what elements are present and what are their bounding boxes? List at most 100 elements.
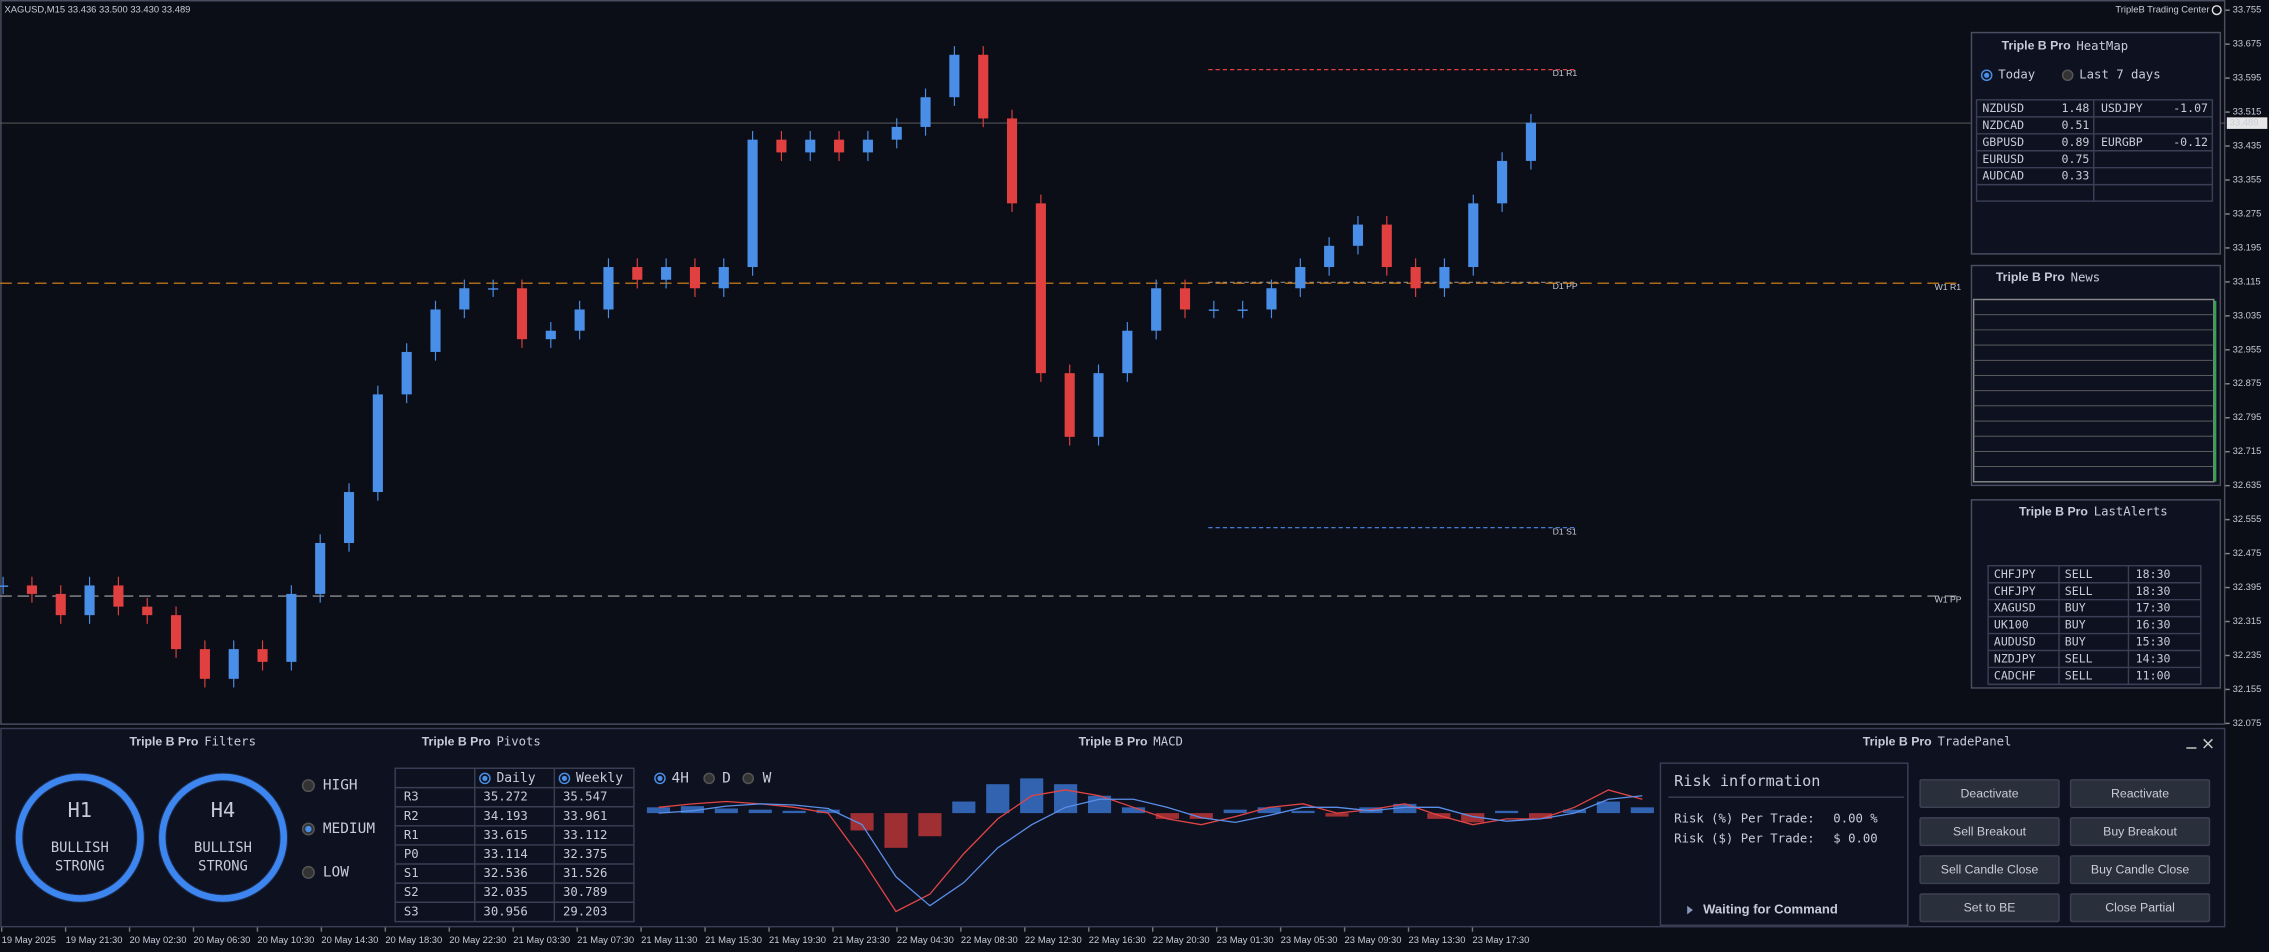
radio-dot bbox=[1984, 72, 1990, 78]
gauge-strength: STRONG bbox=[198, 859, 248, 875]
candle bbox=[1006, 118, 1018, 204]
x-tick-label: 19 May 21:30 bbox=[66, 934, 123, 945]
y-tick-label: 32.555 bbox=[2233, 513, 2262, 524]
candle bbox=[315, 542, 326, 594]
x-tick-label: 20 May 02:30 bbox=[130, 934, 187, 945]
candle bbox=[1151, 288, 1162, 331]
x-tick-label: 22 May 08:30 bbox=[961, 934, 1018, 945]
macd-histogram bbox=[1596, 801, 1620, 814]
button[interactable] bbox=[2069, 817, 2211, 847]
pivot-value: 32.375 bbox=[563, 847, 607, 861]
pivot-value: 35.272 bbox=[483, 790, 527, 804]
candle bbox=[1381, 224, 1392, 268]
candle bbox=[1093, 373, 1104, 437]
radio[interactable] bbox=[479, 772, 491, 785]
gauge bbox=[15, 773, 144, 902]
x-tick-label: 22 May 04:30 bbox=[897, 934, 954, 945]
x-tick-label: 23 May 17:30 bbox=[1472, 934, 1529, 945]
macd-histogram bbox=[748, 809, 772, 814]
radio[interactable] bbox=[301, 779, 315, 793]
gauge bbox=[158, 773, 288, 902]
candle bbox=[834, 139, 845, 153]
radio[interactable] bbox=[1980, 69, 1993, 82]
heatmap-brand: Triple B Pro bbox=[2002, 39, 2071, 53]
x-tick-label: 21 May 19:30 bbox=[769, 934, 826, 945]
risk-title: Risk information bbox=[1674, 772, 1820, 790]
y-tick-label: 33.115 bbox=[2233, 275, 2261, 286]
radio[interactable] bbox=[654, 772, 666, 785]
pivot-name: S1 bbox=[404, 866, 419, 880]
macd-histogram bbox=[986, 784, 1010, 814]
macd-timeframe: D bbox=[722, 770, 731, 786]
x-tick-label: 20 May 14:30 bbox=[321, 934, 378, 945]
news-brand: Triple B Pro bbox=[1996, 270, 2065, 284]
y-tick-label: 32.315 bbox=[2233, 615, 2262, 626]
candle bbox=[805, 139, 816, 153]
button-label: Sell Candle Close bbox=[1941, 863, 2039, 877]
radio-dot bbox=[305, 825, 312, 833]
symbol-info: XAGUSD,M15 33.436 33.500 33.430 33.489 bbox=[5, 4, 191, 15]
button[interactable] bbox=[1919, 817, 2060, 847]
button[interactable] bbox=[2069, 779, 2211, 809]
status-arrow bbox=[1687, 905, 1693, 915]
x-tick-label: 23 May 13:30 bbox=[1409, 934, 1466, 945]
macd-histogram bbox=[1630, 807, 1654, 814]
macd-histogram bbox=[952, 801, 976, 814]
button[interactable] bbox=[1919, 855, 2060, 885]
filters-brand: Triple B Pro bbox=[129, 734, 198, 748]
candle bbox=[516, 288, 528, 340]
candle bbox=[1237, 309, 1248, 311]
news-title: News bbox=[2071, 270, 2101, 284]
close-icon[interactable] bbox=[2203, 738, 2213, 749]
alert-cell: 18:30 bbox=[2136, 584, 2171, 598]
pivot-level-label: W1 R1 bbox=[1935, 282, 1962, 292]
x-tick-label: 22 May 12:30 bbox=[1025, 934, 1082, 945]
alerts-panel bbox=[1970, 499, 2222, 689]
period-option: Today bbox=[1998, 68, 2035, 82]
alert-cell: XAGUSD bbox=[1994, 601, 2036, 615]
alerts-brand: Triple B Pro bbox=[2019, 504, 2088, 518]
macd-histogram bbox=[1291, 810, 1315, 814]
radio[interactable] bbox=[742, 772, 754, 785]
pivot-level-label: D1 R1 bbox=[1553, 68, 1578, 78]
candle bbox=[632, 267, 643, 280]
alert-cell: BUY bbox=[2065, 618, 2086, 632]
macd-line bbox=[658, 795, 1643, 907]
button[interactable] bbox=[1919, 893, 2060, 923]
button[interactable] bbox=[1919, 779, 2060, 809]
candle bbox=[1064, 373, 1075, 437]
pivot-value: 31.526 bbox=[563, 866, 607, 880]
candle bbox=[113, 585, 124, 607]
candle bbox=[891, 126, 902, 140]
pivot-name: R2 bbox=[404, 809, 419, 823]
macd-histogram bbox=[1189, 813, 1213, 819]
radio-dot bbox=[482, 775, 488, 781]
candle bbox=[1439, 267, 1450, 289]
y-tick-label: 32.395 bbox=[2233, 581, 2262, 592]
candle bbox=[747, 139, 758, 268]
radio[interactable] bbox=[301, 865, 315, 879]
radio[interactable] bbox=[2061, 69, 2074, 82]
candle bbox=[459, 288, 470, 310]
radio[interactable] bbox=[703, 772, 715, 785]
button[interactable] bbox=[2069, 855, 2211, 885]
candle bbox=[1525, 122, 1536, 161]
x-tick-label: 21 May 07:30 bbox=[577, 934, 634, 945]
y-tick-label: 32.795 bbox=[2233, 411, 2262, 422]
macd-histogram bbox=[918, 813, 942, 837]
button[interactable] bbox=[2069, 893, 2211, 923]
candle bbox=[603, 267, 614, 310]
pivot-level-label: D1 PP bbox=[1553, 281, 1578, 291]
macd-timeframe: W bbox=[763, 770, 772, 786]
x-tick-label: 21 May 11:30 bbox=[641, 934, 697, 945]
pivot-name: R3 bbox=[404, 790, 419, 804]
y-tick-label: 32.075 bbox=[2233, 717, 2262, 728]
heatmap-pair: GBPUSD bbox=[1982, 135, 2024, 149]
alert-cell: CADCHF bbox=[1994, 668, 2036, 682]
radio[interactable] bbox=[558, 772, 571, 785]
period-option: Last 7 days bbox=[2079, 68, 2160, 82]
last-price-label: 33.489 bbox=[2230, 117, 2259, 128]
pivots-brand: Triple B Pro bbox=[422, 734, 491, 748]
candle bbox=[488, 288, 499, 290]
macd-histogram bbox=[1054, 784, 1078, 814]
